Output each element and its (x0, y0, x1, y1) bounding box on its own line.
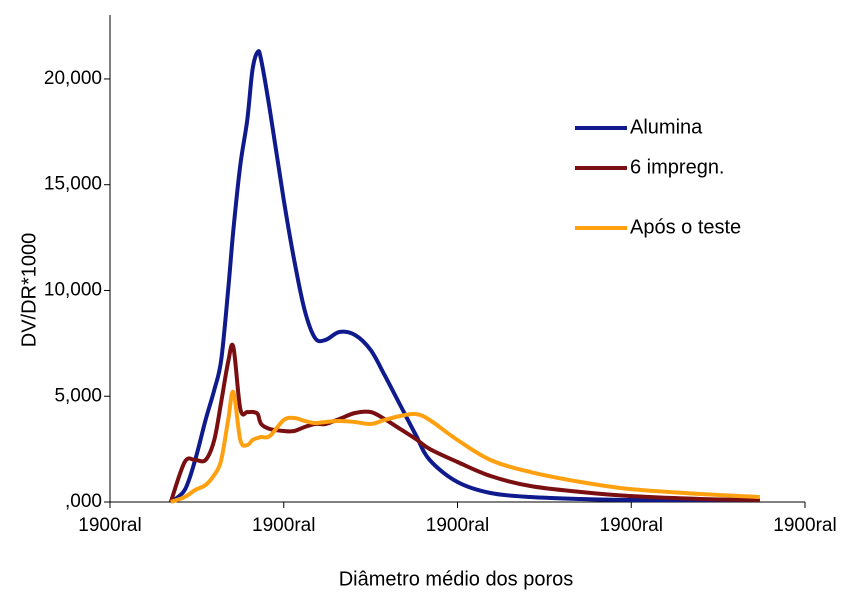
legend-label: Após o teste (630, 216, 741, 238)
y-tick-label: ,000 (65, 491, 102, 512)
x-tick-label: 1900ral (773, 515, 836, 536)
legend-label: Alumina (630, 116, 703, 138)
x-axis-title: Diâmetro médio dos poros (339, 568, 574, 590)
series-line (168, 342, 760, 503)
y-tick-label: 10,000 (44, 279, 102, 300)
x-tick-label: 1900ral (426, 515, 489, 536)
series-line (170, 389, 760, 504)
x-tick-label: 1900ral (78, 515, 141, 536)
series-line (169, 49, 760, 504)
y-tick-label: 5,000 (54, 385, 102, 406)
y-axis-title: DV/DR*1000 (18, 233, 40, 348)
y-tick-label: 15,000 (44, 174, 102, 195)
y-tick-label: 20,000 (44, 68, 102, 89)
x-tick-label: 1900ral (252, 515, 315, 536)
legend-label: 6 impregn. (630, 156, 725, 178)
x-tick-label: 1900ral (600, 515, 663, 536)
